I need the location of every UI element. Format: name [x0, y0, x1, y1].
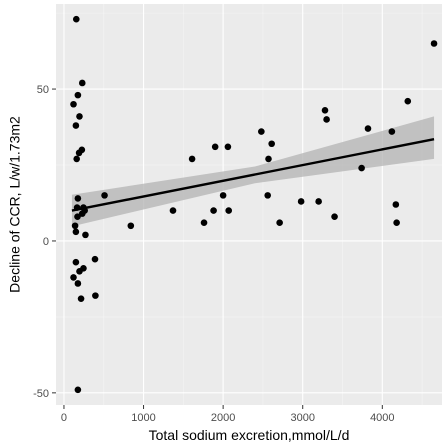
data-point — [74, 91, 82, 99]
data-point — [78, 79, 86, 87]
data-point — [72, 122, 80, 129]
data-point — [80, 264, 87, 272]
data-point — [430, 40, 438, 47]
data-point — [323, 116, 330, 123]
data-point — [200, 219, 208, 227]
data-point — [321, 107, 329, 114]
data-point — [78, 146, 86, 154]
x-tick-label: 1000 — [131, 412, 155, 424]
y-tick-label: 50 — [37, 84, 49, 96]
data-point — [169, 207, 177, 214]
y-tick-label: -50 — [33, 388, 49, 400]
data-point — [72, 15, 80, 23]
data-point — [77, 295, 85, 302]
x-tick-label: 2000 — [211, 412, 235, 424]
data-point — [393, 219, 400, 227]
data-point — [268, 140, 275, 148]
data-point — [74, 195, 82, 202]
x-tick-label: 4000 — [370, 412, 394, 424]
data-point — [265, 155, 272, 163]
data-point — [82, 231, 89, 239]
y-tick-label: 0 — [43, 236, 49, 248]
x-axis-title: Total sodium excretion,mmol/L/d — [149, 427, 350, 443]
confidence-band-area — [71, 116, 435, 227]
data-point — [73, 155, 80, 163]
data-point — [72, 228, 80, 236]
x-axis-ticks: 0 1000 2000 3000 4000 — [61, 405, 395, 424]
data-point — [331, 213, 338, 220]
data-point — [224, 143, 232, 151]
data-point — [70, 100, 77, 108]
fit-line — [71, 138, 435, 212]
data-point — [71, 222, 79, 230]
data-point — [92, 292, 99, 299]
data-point — [276, 219, 283, 227]
data-point — [358, 164, 365, 172]
data-point — [264, 192, 272, 199]
data-point — [74, 213, 81, 220]
data-point — [219, 192, 227, 199]
data-point — [188, 155, 196, 163]
data-point — [76, 113, 83, 120]
data-point — [258, 128, 265, 135]
data-point — [315, 198, 322, 205]
data-point — [297, 198, 305, 205]
data-point — [74, 280, 82, 287]
x-tick-label: 3000 — [290, 412, 314, 424]
data-point — [211, 143, 219, 151]
data-point — [101, 192, 108, 199]
data-point — [392, 201, 400, 208]
x-tick-label: 0 — [61, 412, 67, 424]
data-point — [74, 386, 82, 394]
data-point — [91, 255, 99, 263]
data-point — [225, 207, 233, 214]
y-axis-ticks: -50 0 50 — [33, 84, 56, 400]
regression-line — [71, 138, 435, 212]
data-point — [404, 97, 412, 105]
data-point — [210, 207, 217, 214]
data-point — [70, 274, 77, 281]
data-point — [127, 222, 135, 230]
y-axis-title: Decline of CCR, L/w/1.73m2 — [7, 116, 23, 293]
data-point — [388, 128, 396, 135]
confidence-band — [71, 116, 435, 227]
data-point — [364, 125, 372, 132]
data-point — [72, 258, 80, 266]
